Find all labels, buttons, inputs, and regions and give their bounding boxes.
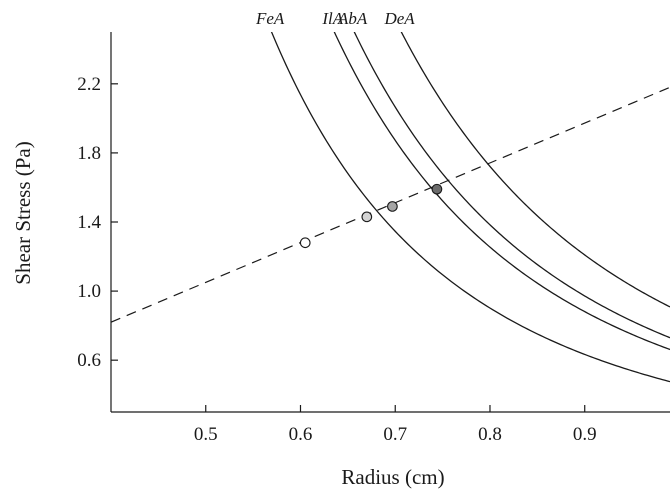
y-tick-label: 0.6 [77, 350, 101, 371]
intersection-marker-fea [299, 237, 311, 249]
markers [299, 183, 443, 249]
curve-label-aba: AbA [337, 9, 368, 28]
curve-label-fea: FeA [255, 9, 285, 28]
curve-ila [333, 32, 670, 351]
x-tick-label: 0.6 [289, 424, 313, 445]
curve-fea [270, 32, 670, 383]
ticks: 0.5 0.6 0.7 0.8 0.9 0.6 1.0 1.4 1.8 2.2 [77, 74, 596, 445]
y-tick-label: 1.0 [77, 281, 101, 302]
curve-dea [400, 32, 670, 308]
x-tick-label: 0.9 [573, 424, 597, 445]
y-axis-title: Shear Stress (Pa) [11, 141, 35, 284]
y-tick-label: 1.4 [77, 212, 101, 233]
x-axis-title: Radius (cm) [341, 465, 444, 489]
intersection-marker-dea [431, 183, 443, 195]
curve-label-ila: IlA [321, 9, 343, 28]
y-tick-label: 1.8 [77, 143, 101, 164]
curve-aba [353, 32, 670, 339]
x-tick-label: 0.7 [383, 424, 407, 445]
x-tick-label: 0.5 [194, 424, 218, 445]
intersection-marker-ila [361, 211, 373, 223]
intersection-marker-aba [387, 201, 398, 212]
curve-label-dea: DeA [383, 9, 415, 28]
y-tick-label: 2.2 [77, 74, 101, 95]
x-tick-label: 0.8 [478, 424, 502, 445]
